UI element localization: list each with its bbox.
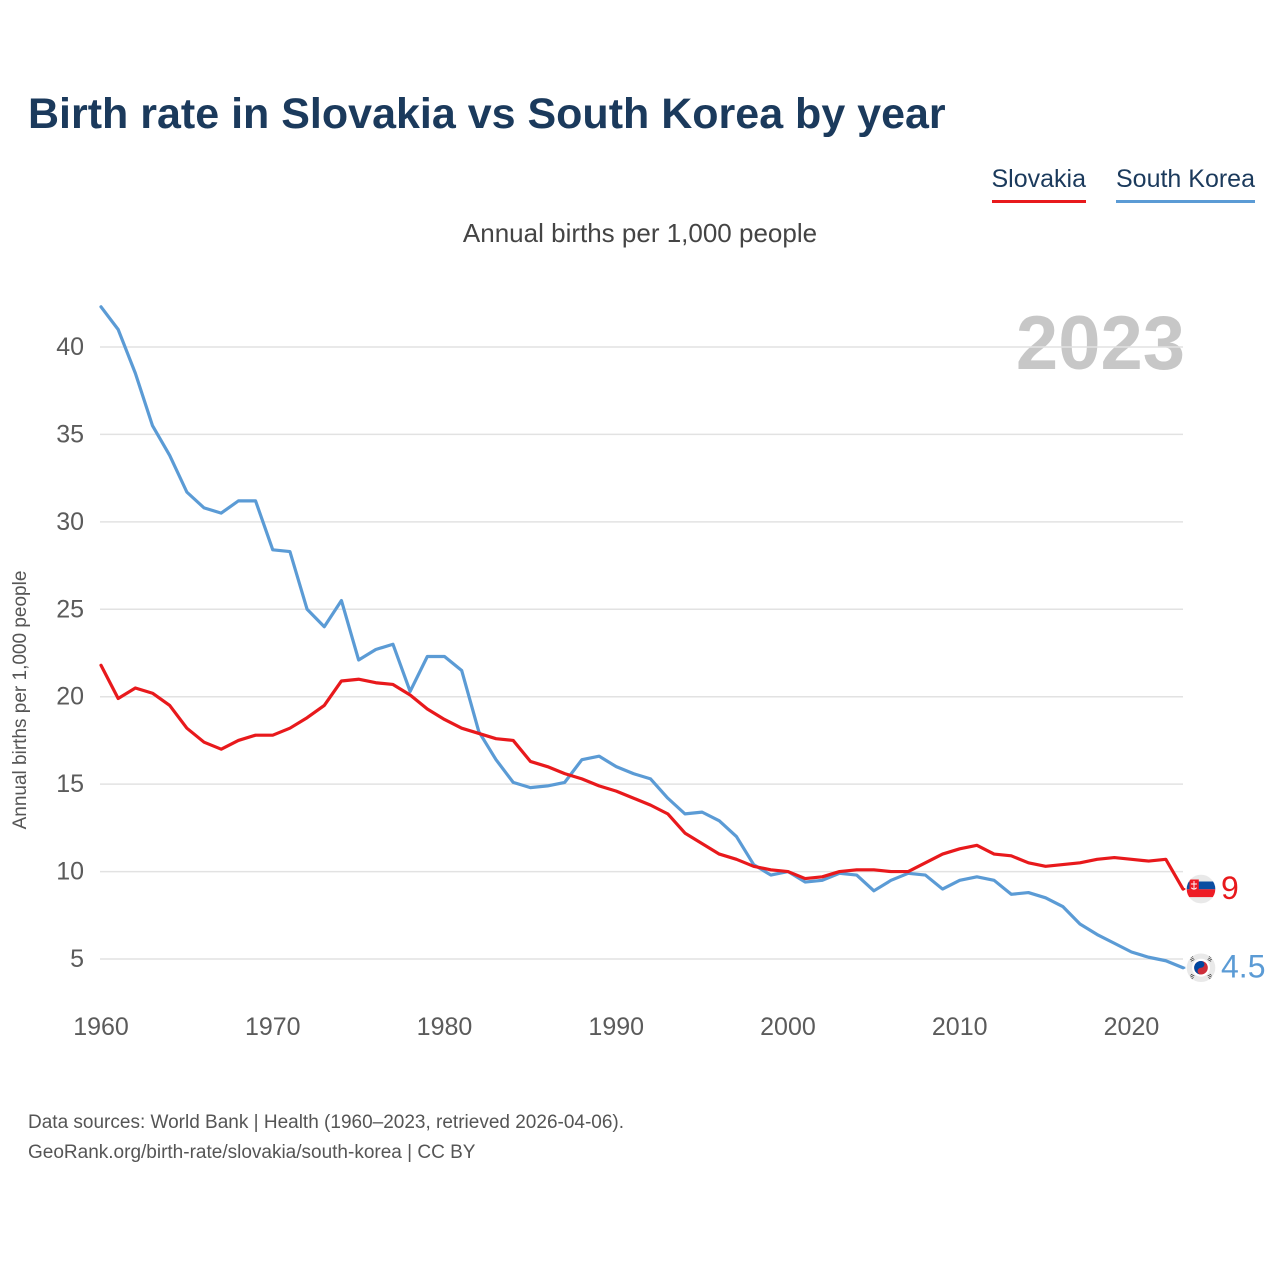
svg-text:35: 35 [56, 420, 84, 448]
svg-text:9: 9 [1221, 870, 1239, 906]
svg-text:1960: 1960 [73, 1013, 129, 1041]
svg-text:2000: 2000 [760, 1013, 816, 1041]
svg-text:2010: 2010 [932, 1013, 988, 1041]
svg-text:15: 15 [56, 770, 84, 798]
svg-text:5: 5 [70, 945, 84, 973]
svg-text:40: 40 [56, 333, 84, 361]
svg-text:1970: 1970 [245, 1013, 301, 1041]
svg-text:1990: 1990 [588, 1013, 644, 1041]
svg-text:30: 30 [56, 508, 84, 536]
svg-text:25: 25 [56, 595, 84, 623]
svg-text:20: 20 [56, 683, 84, 711]
svg-text:4.5: 4.5 [1221, 949, 1265, 985]
svg-text:1980: 1980 [417, 1013, 473, 1041]
svg-text:10: 10 [56, 858, 84, 886]
svg-text:2020: 2020 [1104, 1013, 1160, 1041]
